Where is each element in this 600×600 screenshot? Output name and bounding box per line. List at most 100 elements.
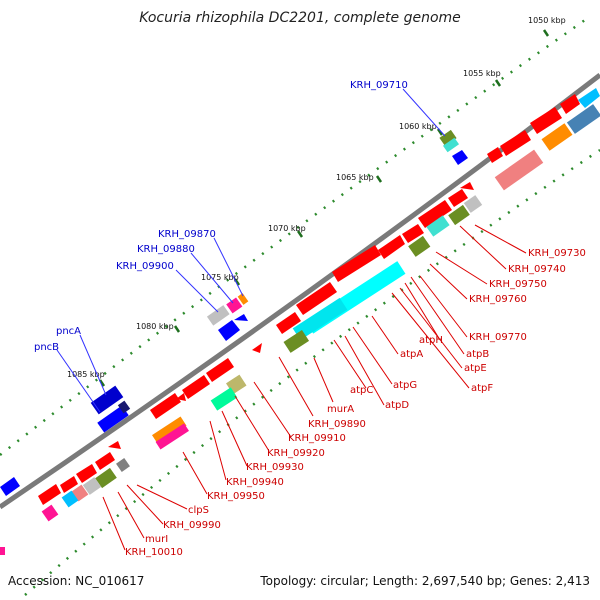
gene-fwd-5[interactable] [578, 88, 600, 108]
label-atpG[interactable]: atpG [393, 380, 417, 391]
label-atpC[interactable]: atpC [350, 385, 373, 396]
gene-pnc-small[interactable] [117, 400, 131, 414]
label-KRH_09900[interactable]: KRH_09900 [116, 261, 174, 272]
label-KRH_09740[interactable]: KRH_09740 [508, 264, 566, 275]
gene-murI[interactable] [155, 423, 189, 450]
gene-edge-left[interactable] [0, 477, 20, 496]
gene-ll-3[interactable] [60, 476, 78, 493]
label-murI[interactable]: murI [145, 534, 168, 545]
gene-small-rev[interactable] [234, 314, 248, 321]
label-murA[interactable]: murA [327, 404, 354, 415]
label-KRH_09870[interactable]: KRH_09870 [158, 229, 216, 240]
tick-label-1055: 1055 kbp [463, 69, 501, 78]
gene-KRH_09760[interactable] [426, 215, 450, 237]
gene-KRH_10010[interactable] [95, 452, 115, 470]
tick-label-1065: 1065 kbp [336, 173, 374, 182]
gene-pncB[interactable] [97, 405, 129, 433]
red-leaders [102, 224, 527, 551]
tick-1085: 1085 kbp [67, 370, 106, 387]
tick-label-1070: 1070 kbp [268, 224, 306, 233]
label-KRH_09760[interactable]: KRH_09760 [469, 294, 527, 305]
leader-pncA [79, 334, 107, 396]
label-KRH_09750[interactable]: KRH_09750 [489, 279, 547, 290]
gene-KRH_09890[interactable] [252, 343, 262, 353]
label-atpF[interactable]: atpF [471, 383, 493, 394]
leader-KRH_10010 [102, 496, 126, 551]
gene-KRH_09880[interactable] [226, 297, 243, 314]
leader-KRH_09740 [459, 225, 507, 270]
gene-KRH_09950[interactable] [210, 387, 238, 411]
label-KRH_09910[interactable]: KRH_09910 [288, 433, 346, 444]
gene-KRH_09710-b[interactable] [442, 137, 460, 153]
gene-fwd-orange[interactable] [541, 123, 573, 151]
leader-KRH_09950 [182, 451, 208, 495]
label-KRH_09940[interactable]: KRH_09940 [226, 477, 284, 488]
gene-fwd-salmon[interactable] [494, 149, 544, 191]
label-KRH_10010[interactable]: KRH_10010 [125, 547, 183, 558]
tick-label-1050: 1050 kbp [528, 16, 566, 25]
gene-fwd-4[interactable] [487, 147, 503, 163]
gene-edge-magenta[interactable] [0, 547, 5, 555]
gene-KRH_09750[interactable] [460, 182, 474, 190]
tick-label-1060: 1060 kbp [399, 122, 437, 131]
gene-KRH_09710[interactable] [439, 129, 457, 147]
gene-atpG[interactable] [292, 297, 348, 341]
gene-KRH_09720[interactable] [452, 150, 468, 165]
gene-grey-2[interactable] [116, 458, 130, 472]
gene-KRH_09910[interactable] [206, 358, 234, 382]
label-atpD[interactable]: atpD [385, 400, 409, 411]
gene-atpE[interactable] [402, 224, 424, 243]
label-atpB[interactable]: atpB [466, 349, 489, 360]
leader-atpC [333, 339, 367, 389]
gene-KRH_09730[interactable] [418, 200, 452, 228]
outer-tick-ring [0, 18, 600, 596]
label-KRH_09930[interactable]: KRH_09930 [246, 462, 304, 473]
gene-atpH[interactable] [408, 235, 431, 257]
gene-KRH_09770[interactable] [448, 204, 470, 226]
leader-KRH_09730 [474, 224, 527, 254]
gene-atpC[interactable] [283, 329, 310, 353]
gene-fwd-1[interactable] [560, 94, 580, 114]
label-KRH_09950[interactable]: KRH_09950 [207, 491, 265, 502]
gene-ll-magenta[interactable] [41, 504, 59, 522]
gene-atpF[interactable] [378, 235, 405, 259]
leader-KRH_09770 [419, 275, 468, 338]
label-atpA[interactable]: atpA [400, 349, 423, 360]
label-KRH_09710[interactable]: KRH_09710 [350, 80, 408, 91]
gene-KRH_09740[interactable] [448, 189, 468, 207]
gene-atpB[interactable] [332, 245, 381, 282]
gene-atpD[interactable] [296, 282, 337, 315]
gene-ll-olive[interactable] [95, 467, 117, 489]
gene-murA[interactable] [276, 312, 301, 334]
label-clpS[interactable]: clpS [188, 505, 209, 516]
gene-KRH_09910-rev[interactable] [218, 320, 240, 341]
label-KRH_09880[interactable]: KRH_09880 [137, 244, 195, 255]
label-KRH_09920[interactable]: KRH_09920 [267, 448, 325, 459]
label-atpE[interactable]: atpE [464, 363, 487, 374]
gene-KRH_09870[interactable] [237, 293, 249, 305]
gene-clpS[interactable] [150, 393, 181, 419]
gene-ll-sky[interactable] [61, 490, 79, 508]
label-KRH_09890[interactable]: KRH_09890 [308, 419, 366, 430]
gene-KRH_09990[interactable] [152, 416, 187, 445]
gene-KRH_09900[interactable] [206, 305, 230, 326]
label-pncA[interactable]: pncA [56, 326, 81, 337]
gene-fwd-steel[interactable] [566, 104, 600, 134]
gene-ll-grey[interactable] [82, 477, 102, 495]
gene-ll-2[interactable] [76, 464, 97, 483]
label-pncB[interactable]: pncB [34, 342, 59, 353]
gene-ll-4[interactable] [38, 484, 61, 505]
gene-grey-1[interactable] [463, 195, 483, 213]
label-KRH_09990[interactable]: KRH_09990 [163, 520, 221, 531]
gene-fwd-3[interactable] [500, 130, 531, 156]
label-atpH[interactable]: atpH [419, 335, 443, 346]
gene-pncA[interactable] [90, 385, 124, 415]
label-KRH_09770[interactable]: KRH_09770 [469, 332, 527, 343]
label-KRH_09730[interactable]: KRH_09730 [528, 248, 586, 259]
leader-murI [117, 491, 145, 539]
leader-atpG [352, 326, 393, 385]
gene-ll-5[interactable] [108, 441, 121, 449]
gene-fwd-2[interactable] [530, 107, 562, 134]
gene-KRH_09920[interactable] [182, 375, 210, 399]
